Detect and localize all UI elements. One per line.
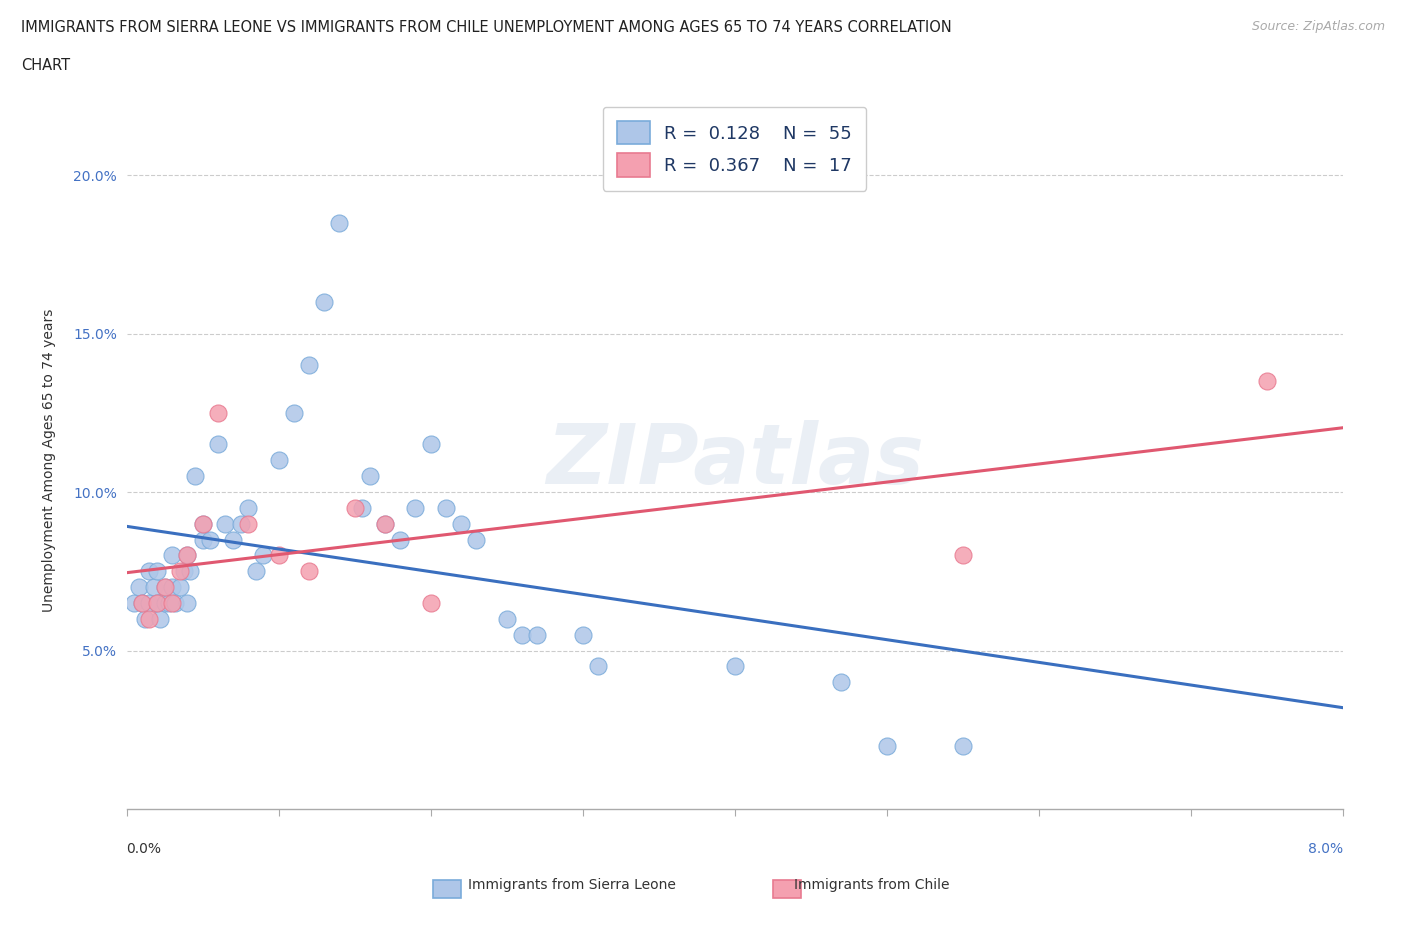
Point — [146, 595, 169, 610]
Point — [138, 564, 160, 578]
Point — [245, 564, 267, 578]
Point — [586, 659, 609, 674]
Point — [191, 516, 214, 531]
Point — [419, 595, 441, 610]
Point — [131, 595, 153, 610]
Point — [122, 595, 145, 610]
Point — [314, 295, 336, 310]
Point — [222, 532, 245, 547]
Point — [465, 532, 488, 547]
Point — [176, 595, 198, 610]
Bar — [773, 880, 801, 898]
Text: ZIPatlas: ZIPatlas — [546, 419, 924, 501]
Point — [160, 548, 183, 563]
Point — [404, 500, 426, 515]
Point — [153, 595, 176, 610]
Point — [169, 564, 191, 578]
Point — [184, 469, 207, 484]
Point — [128, 579, 150, 594]
Point — [283, 405, 305, 420]
Point — [207, 437, 229, 452]
Point — [153, 579, 176, 594]
Point — [138, 611, 160, 626]
Point — [450, 516, 472, 531]
Point — [191, 532, 214, 547]
Legend: R =  0.128    N =  55, R =  0.367    N =  17: R = 0.128 N = 55, R = 0.367 N = 17 — [603, 107, 866, 191]
Point — [131, 595, 153, 610]
Point — [352, 500, 374, 515]
Point — [138, 595, 160, 610]
Point — [169, 579, 191, 594]
Bar — [433, 880, 461, 898]
Point — [160, 595, 183, 610]
Text: Immigrants from Chile: Immigrants from Chile — [794, 878, 950, 893]
Text: 8.0%: 8.0% — [1308, 842, 1343, 856]
Point — [214, 516, 236, 531]
Point — [252, 548, 274, 563]
Point — [157, 595, 180, 610]
Y-axis label: Unemployment Among Ages 65 to 74 years: Unemployment Among Ages 65 to 74 years — [42, 309, 56, 612]
Text: Immigrants from Sierra Leone: Immigrants from Sierra Leone — [468, 878, 676, 893]
Point — [179, 564, 201, 578]
Point — [374, 516, 396, 531]
Point — [173, 564, 195, 578]
Text: CHART: CHART — [21, 58, 70, 73]
Point — [176, 548, 198, 563]
Point — [149, 611, 172, 626]
Point — [1256, 374, 1278, 389]
Point — [142, 579, 165, 594]
Point — [134, 611, 156, 626]
Point — [343, 500, 366, 515]
Point — [267, 453, 290, 468]
Point — [165, 595, 187, 610]
Point — [207, 405, 229, 420]
Point — [952, 548, 974, 563]
Point — [298, 564, 321, 578]
Text: IMMIGRANTS FROM SIERRA LEONE VS IMMIGRANTS FROM CHILE UNEMPLOYMENT AMONG AGES 65: IMMIGRANTS FROM SIERRA LEONE VS IMMIGRAN… — [21, 20, 952, 35]
Point — [510, 628, 533, 643]
Point — [153, 579, 176, 594]
Point — [146, 595, 169, 610]
Text: Source: ZipAtlas.com: Source: ZipAtlas.com — [1251, 20, 1385, 33]
Point — [298, 358, 321, 373]
Point — [328, 215, 350, 230]
Point — [374, 516, 396, 531]
Point — [419, 437, 441, 452]
Point — [267, 548, 290, 563]
Point — [160, 579, 183, 594]
Point — [236, 516, 259, 531]
Point — [236, 500, 259, 515]
Point — [876, 738, 898, 753]
Point — [389, 532, 412, 547]
Point — [571, 628, 593, 643]
Point — [359, 469, 381, 484]
Point — [830, 675, 852, 690]
Point — [146, 564, 169, 578]
Point — [176, 548, 198, 563]
Point — [434, 500, 457, 515]
Point — [198, 532, 221, 547]
Text: 0.0%: 0.0% — [127, 842, 162, 856]
Point — [191, 516, 214, 531]
Point — [229, 516, 252, 531]
Point — [526, 628, 548, 643]
Point — [495, 611, 517, 626]
Point — [723, 659, 745, 674]
Point — [952, 738, 974, 753]
